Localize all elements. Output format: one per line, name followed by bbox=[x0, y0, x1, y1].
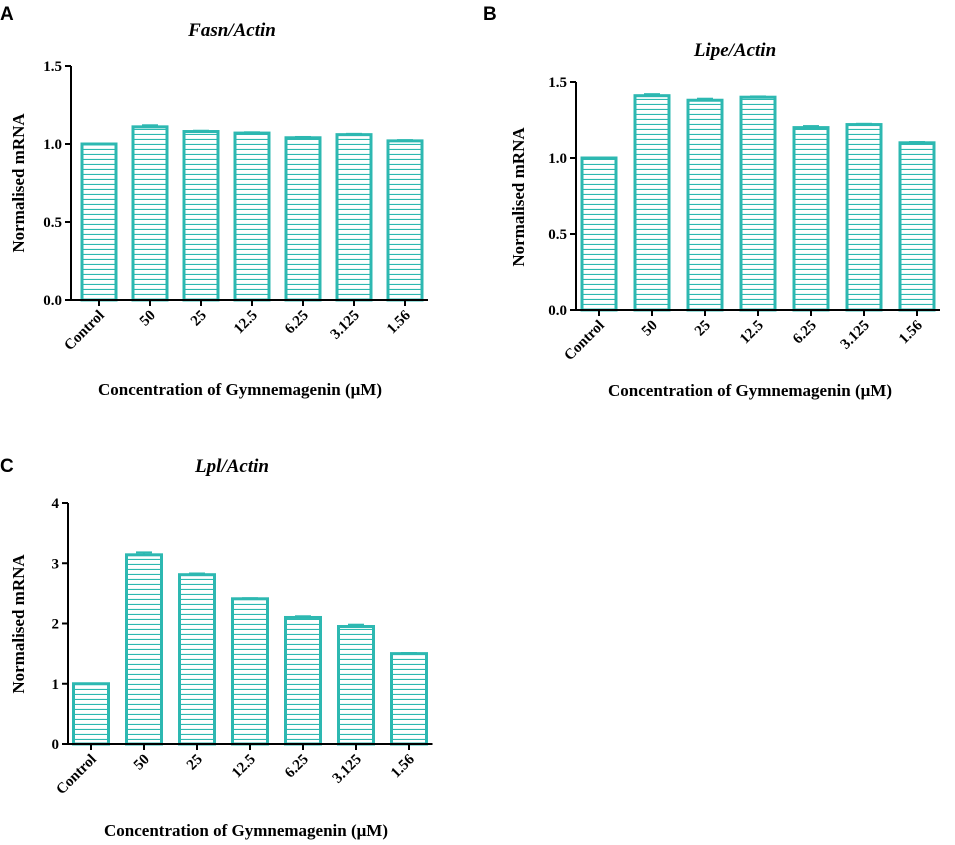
y-axis-label: Normalised mRNA bbox=[9, 554, 28, 694]
x-tick-label: 1.56 bbox=[384, 307, 414, 337]
y-tick-label: 0.5 bbox=[43, 215, 62, 231]
x-tick-label: 25 bbox=[188, 308, 210, 330]
x-tick-label: 25 bbox=[692, 318, 714, 340]
bar-25 bbox=[686, 98, 724, 312]
bar-12.5 bbox=[231, 597, 269, 746]
chart-panel-a: A Fasn/Actin Normalised mRNA Concentration … bbox=[0, 4, 428, 399]
x-tick-label: 50 bbox=[131, 752, 153, 774]
y-axis-label: Normalised mRNA bbox=[509, 127, 528, 267]
bar-1.56 bbox=[898, 141, 936, 312]
x-tick-label: 50 bbox=[639, 318, 661, 340]
chart-panel-b: B Lipe/Actin Normalised mRNA Concentration … bbox=[483, 4, 940, 400]
bar-6.25 bbox=[284, 615, 322, 746]
chart-title: Lipe/Actin bbox=[693, 40, 776, 61]
panel-letter: A bbox=[0, 4, 14, 25]
y-tick-label: 0.0 bbox=[548, 303, 567, 319]
bar-50 bbox=[633, 94, 671, 312]
y-tick-label: 0.5 bbox=[548, 227, 567, 243]
y-tick-label: 0 bbox=[52, 737, 60, 753]
panel-letter: B bbox=[483, 4, 497, 25]
bar-12.5 bbox=[739, 95, 777, 312]
y-tick-label: 1.0 bbox=[43, 137, 62, 153]
y-axis-label: Normalised mRNA bbox=[9, 113, 28, 253]
y-tick-label: 1.0 bbox=[548, 151, 567, 167]
x-tick-label: 6.25 bbox=[282, 308, 312, 338]
y-tick-label: 2 bbox=[52, 617, 60, 633]
y-tick-label: 4 bbox=[52, 496, 60, 512]
x-tick-label: 12.5 bbox=[229, 752, 259, 782]
x-tick-label: Control bbox=[53, 752, 99, 798]
bar-3.125 bbox=[845, 123, 883, 312]
y-tick-label: 1 bbox=[52, 677, 60, 693]
x-tick-label: 50 bbox=[137, 308, 159, 330]
bar-25 bbox=[182, 130, 220, 302]
bar-1.56 bbox=[386, 139, 424, 302]
x-tick-label: 12.5 bbox=[231, 308, 261, 338]
x-tick-label: 6.25 bbox=[790, 318, 820, 348]
x-tick-label: 12.5 bbox=[737, 318, 767, 348]
x-tick-label: 1.56 bbox=[388, 751, 418, 781]
x-tick-label: 3.125 bbox=[838, 318, 873, 353]
chart-title: Lpl/Actin bbox=[194, 456, 269, 477]
bar-6.25 bbox=[792, 126, 830, 312]
y-tick-label: 3 bbox=[52, 556, 60, 572]
bar-25 bbox=[178, 573, 216, 746]
bar-50 bbox=[131, 125, 169, 302]
panel-letter: C bbox=[0, 456, 14, 477]
bar-Control bbox=[580, 156, 618, 312]
x-tick-label: 1.56 bbox=[896, 317, 926, 347]
bar-1.56 bbox=[390, 652, 428, 746]
y-tick-label: 1.5 bbox=[548, 75, 567, 91]
x-axis-label: Concentration of Gymnemagenin (μM) bbox=[104, 821, 388, 840]
chart-panel-c: C Lpl/Actin Normalised mRNA Concentration o… bbox=[0, 456, 433, 840]
x-tick-label: 25 bbox=[184, 752, 206, 774]
x-axis-label: Concentration of Gymnemagenin (μM) bbox=[608, 381, 892, 400]
x-tick-label: 3.125 bbox=[330, 752, 365, 787]
y-tick-label: 1.5 bbox=[43, 59, 62, 75]
bar-12.5 bbox=[233, 131, 271, 302]
bar-6.25 bbox=[284, 136, 322, 302]
bar-Control bbox=[72, 682, 110, 746]
x-tick-label: 3.125 bbox=[328, 308, 363, 343]
bar-50 bbox=[125, 553, 163, 746]
bar-3.125 bbox=[335, 133, 373, 302]
bar-3.125 bbox=[337, 625, 375, 746]
x-tick-label: 6.25 bbox=[282, 752, 312, 782]
x-tick-label: Control bbox=[61, 308, 107, 354]
y-tick-label: 0.0 bbox=[43, 293, 62, 309]
x-axis-label: Concentration of Gymnemagenin (μM) bbox=[98, 380, 382, 399]
bar-Control bbox=[80, 142, 118, 302]
x-tick-label: Control bbox=[561, 318, 607, 364]
chart-title: Fasn/Actin bbox=[187, 20, 276, 41]
